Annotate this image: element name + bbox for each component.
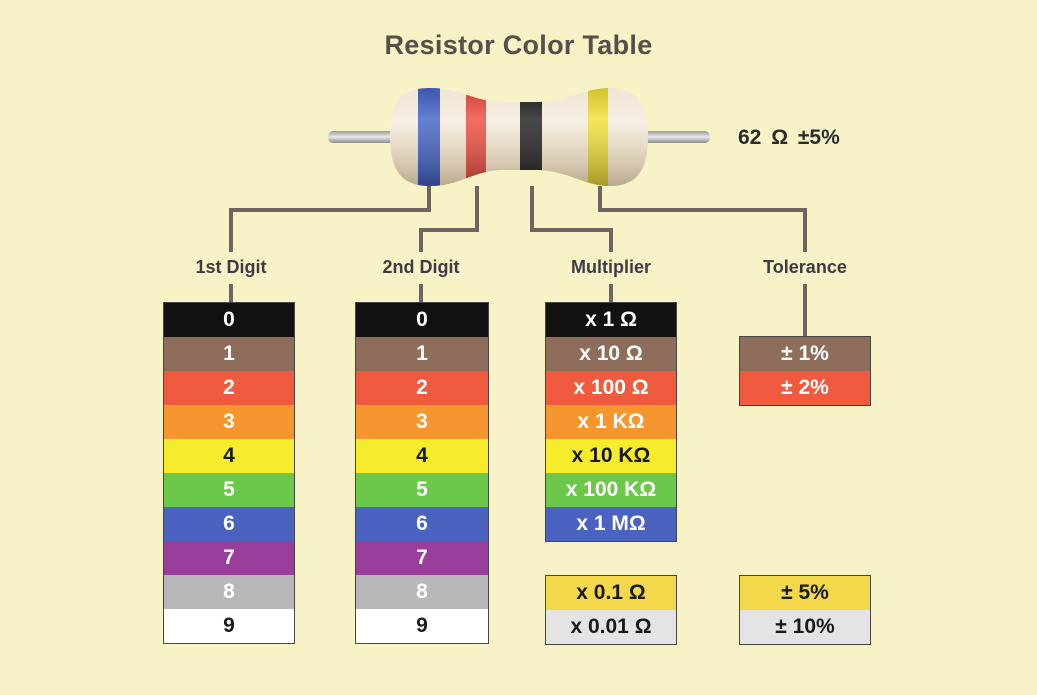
tolerance-row: ± 1% bbox=[740, 337, 870, 371]
resistor-band-shade-1 bbox=[418, 88, 440, 186]
example-value-label: 62 Ω ±5% bbox=[738, 126, 840, 149]
second-digit-row: 8 bbox=[356, 575, 488, 609]
second-digit-row: 2 bbox=[356, 371, 488, 405]
second-digit-row: 9 bbox=[356, 609, 488, 643]
resistor-body bbox=[390, 88, 648, 186]
first-digit-row: 5 bbox=[164, 473, 294, 507]
first-digit-row: 2 bbox=[164, 371, 294, 405]
first-digit-row: 0 bbox=[164, 303, 294, 337]
multiplier-row: x 100 Ω bbox=[546, 371, 676, 405]
tolerance-extra-row: ± 10% bbox=[740, 610, 870, 644]
second-digit-row: 0 bbox=[356, 303, 488, 337]
header-tolerance: Tolerance bbox=[763, 257, 847, 277]
second-digit-row: 7 bbox=[356, 541, 488, 575]
tolerance-row: ± 2% bbox=[740, 371, 870, 405]
first-digit-row: 4 bbox=[164, 439, 294, 473]
second-digit-row: 3 bbox=[356, 405, 488, 439]
left-lead bbox=[328, 131, 394, 143]
resistor-band-shade-3 bbox=[520, 88, 542, 186]
tolerance-table: ± 1% ± 2% bbox=[739, 336, 871, 406]
right-lead bbox=[644, 131, 710, 143]
wire-multiplier bbox=[530, 186, 613, 252]
page-title: Resistor Color Table bbox=[384, 30, 653, 60]
wire-2nd-digit bbox=[419, 186, 479, 252]
multiplier-row: x 1 MΩ bbox=[546, 507, 676, 541]
first-digit-row: 9 bbox=[164, 609, 294, 643]
second-digit-row: 1 bbox=[356, 337, 488, 371]
multiplier-row: x 10 KΩ bbox=[546, 439, 676, 473]
second-digit-row: 4 bbox=[356, 439, 488, 473]
second-digit-row: 5 bbox=[356, 473, 488, 507]
first-digit-row: 7 bbox=[164, 541, 294, 575]
header-1st-digit: 1st Digit bbox=[195, 257, 267, 277]
wire-1st-digit bbox=[229, 186, 431, 252]
wire-tolerance bbox=[598, 186, 807, 252]
first-digit-row: 3 bbox=[164, 405, 294, 439]
tolerance-extra-row: ± 5% bbox=[740, 576, 870, 610]
multiplier-extra-row: x 0.01 Ω bbox=[546, 610, 676, 644]
first-digit-row: 8 bbox=[164, 575, 294, 609]
multiplier-row: x 1 KΩ bbox=[546, 405, 676, 439]
multiplier-extra-row: x 0.1 Ω bbox=[546, 576, 676, 610]
header-2nd-digit: 2nd Digit bbox=[382, 257, 460, 277]
resistor-band-shade-4 bbox=[588, 88, 608, 186]
first-digit-row: 1 bbox=[164, 337, 294, 371]
multiplier-row: x 100 KΩ bbox=[546, 473, 676, 507]
multiplier-row: x 1 Ω bbox=[546, 303, 676, 337]
second-digit-row: 6 bbox=[356, 507, 488, 541]
multiplier-row: x 10 Ω bbox=[546, 337, 676, 371]
first-digit-row: 6 bbox=[164, 507, 294, 541]
resistor-band-shade-2 bbox=[466, 88, 486, 186]
header-multiplier: Multiplier bbox=[571, 257, 651, 277]
tolerance-extra-table: ± 5% ± 10% bbox=[739, 575, 871, 645]
